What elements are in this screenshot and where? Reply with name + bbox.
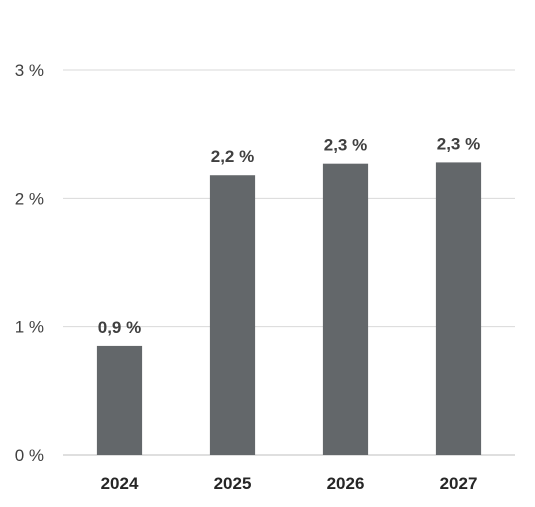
x-axis-ticks: 2024 2025 2026 2027 <box>101 474 478 493</box>
data-labels: 0,9 % 2,2 % 2,3 % 2,3 % <box>98 134 480 337</box>
data-label-2025: 2,2 % <box>211 147 254 166</box>
bar-2025 <box>209 175 256 455</box>
x-tick-label-2027: 2027 <box>440 474 478 493</box>
x-tick-label-2026: 2026 <box>327 474 365 493</box>
y-tick-label-2: 2 % <box>15 189 44 208</box>
y-tick-label-3: 3 % <box>15 61 44 80</box>
y-tick-label-0: 0 % <box>15 446 44 465</box>
bar-2026 <box>322 163 369 455</box>
bar-2027 <box>435 162 482 455</box>
bars <box>96 162 482 455</box>
y-tick-label-1: 1 % <box>15 318 44 337</box>
data-label-2024: 0,9 % <box>98 318 141 337</box>
bar-2024 <box>96 345 143 455</box>
data-label-2027: 2,3 % <box>437 134 480 153</box>
data-label-2026: 2,3 % <box>324 136 367 155</box>
x-tick-label-2024: 2024 <box>101 474 139 493</box>
x-tick-label-2025: 2025 <box>214 474 252 493</box>
y-axis-ticks: 0 % 1 % 2 % 3 % <box>15 61 44 465</box>
